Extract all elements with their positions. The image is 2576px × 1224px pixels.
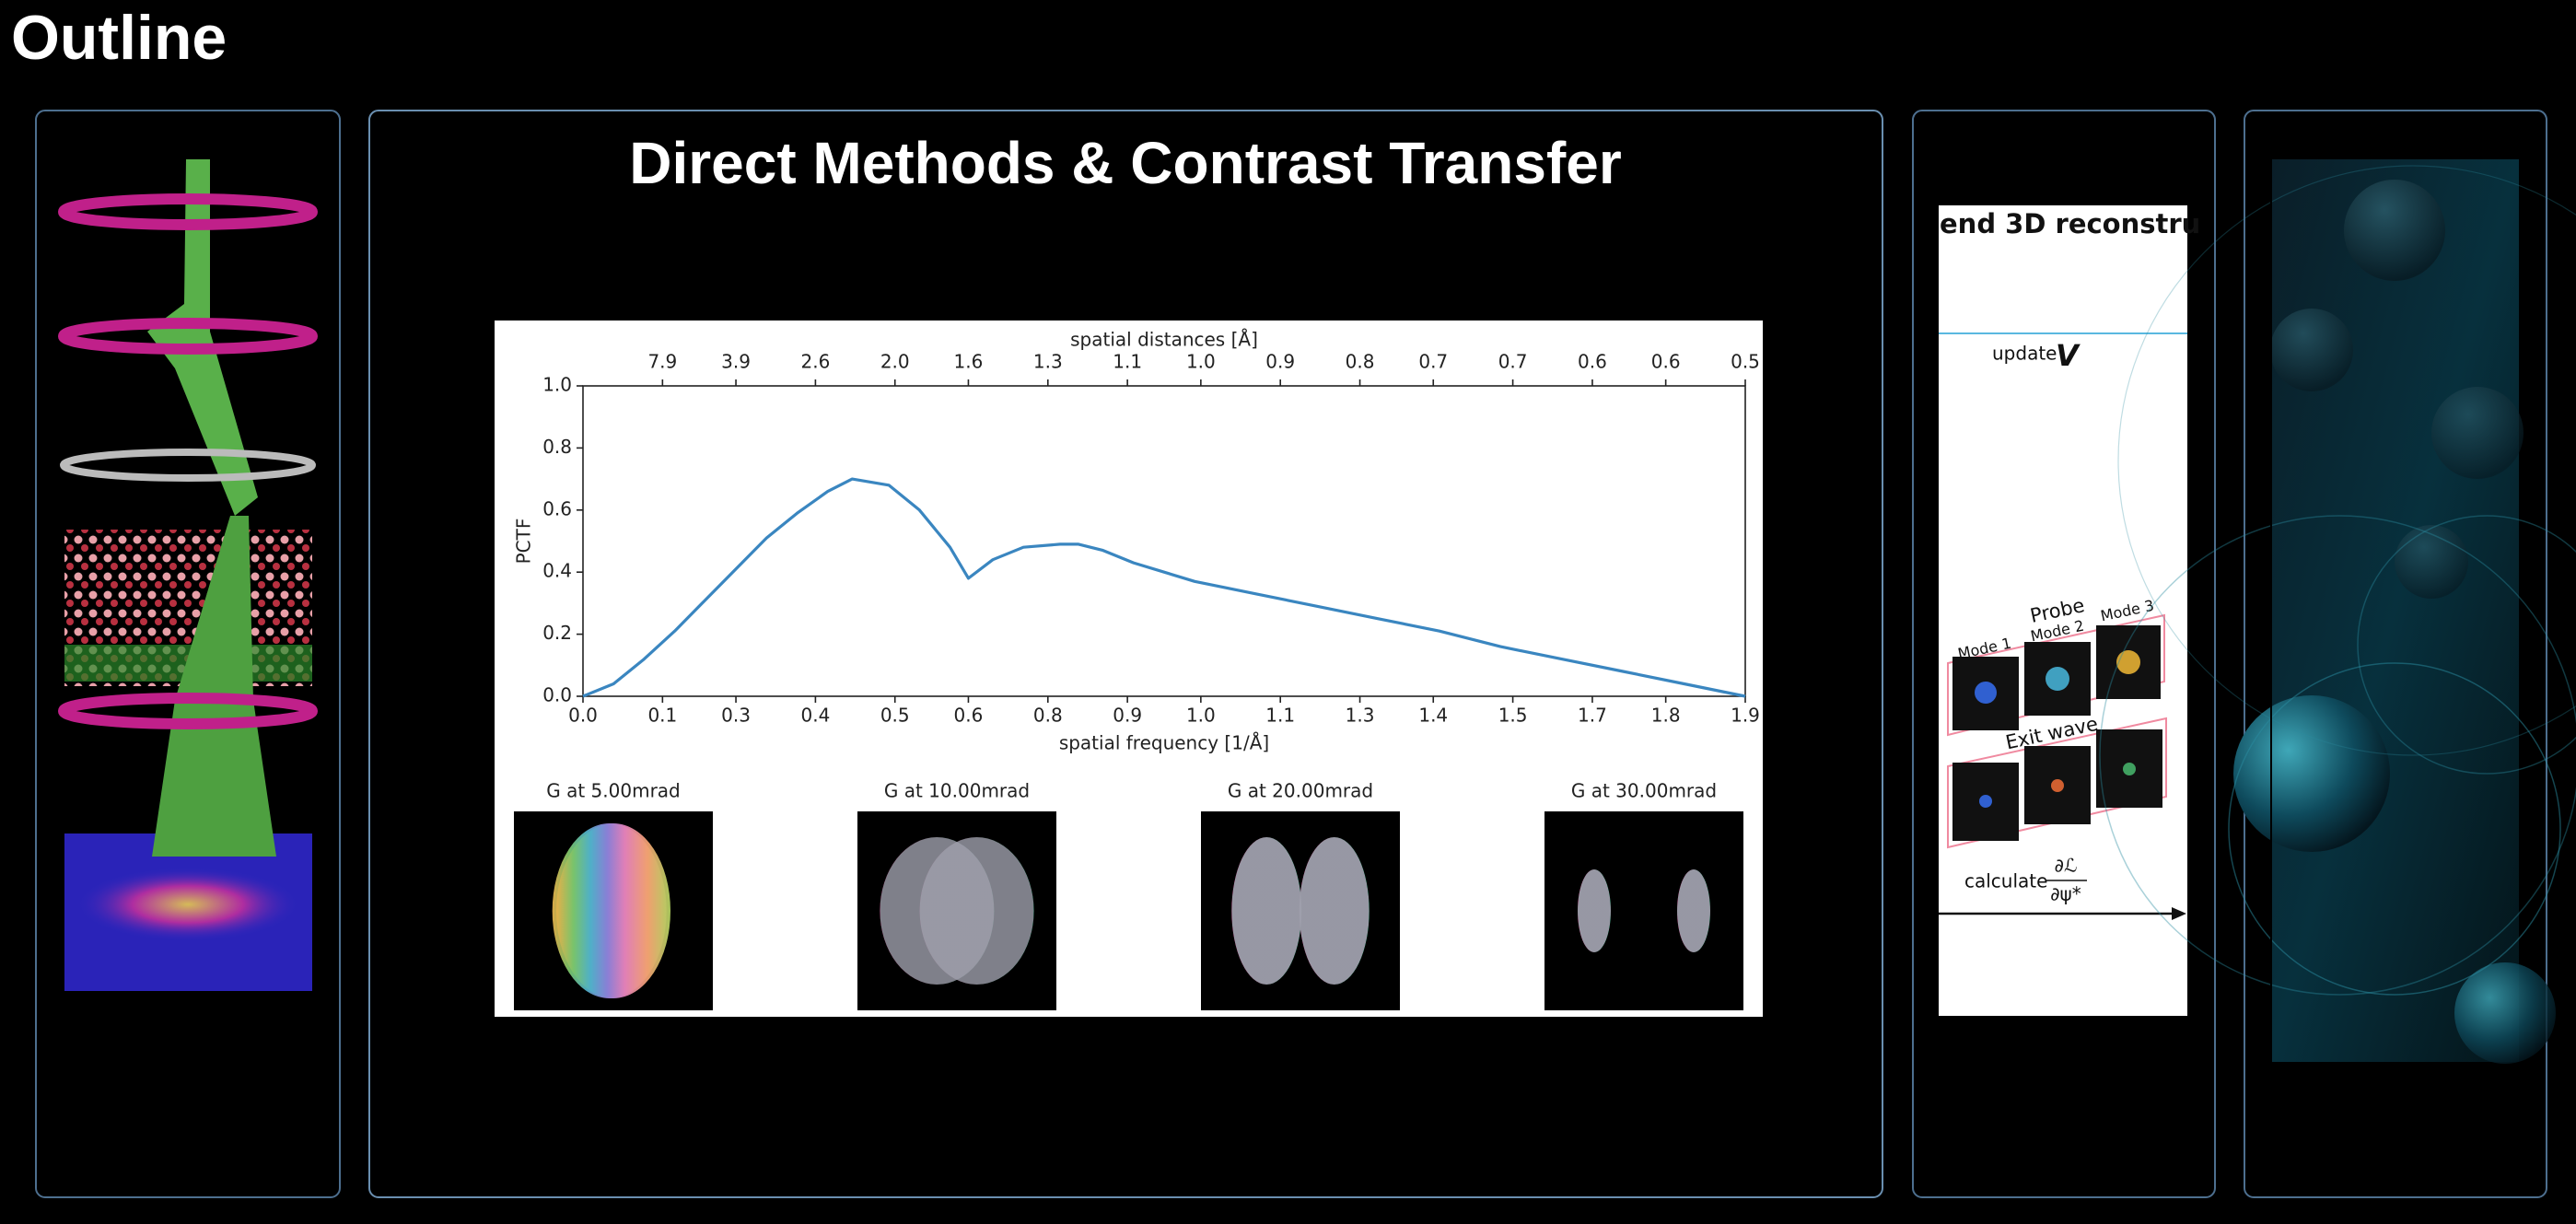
top-tick-label: 0.5 (1731, 351, 1760, 373)
panel-lobe (1578, 869, 1611, 952)
panel-lobe (1677, 869, 1710, 952)
y-tick-label: 0.4 (542, 560, 572, 582)
symbol: V (2056, 338, 2081, 373)
x-tick-label: 0.5 (880, 705, 910, 727)
x-tick-label: 0.1 (647, 705, 677, 727)
fraction-numerator: ∂ℒ (2055, 855, 2078, 877)
label: update (1992, 343, 2057, 365)
x-tick-label: 1.3 (1346, 705, 1375, 727)
x-tick-label: 1.4 (1418, 705, 1448, 727)
x-tick-label: 1.8 (1651, 705, 1681, 727)
x-tick-label: 0.3 (721, 705, 751, 727)
x-tick-label: 1.1 (1265, 705, 1295, 727)
x-tick-label: 1.5 (1498, 705, 1528, 727)
y-tick-label: 0.2 (542, 622, 572, 644)
panel-title: G at 30.00mrad (1571, 780, 1717, 802)
top-tick-label: 1.6 (954, 351, 984, 373)
top-tick-label: 0.6 (1651, 351, 1681, 373)
x-tick-label: 0.9 (1113, 705, 1142, 727)
slide-title: Direct Methods & Contrast Transfer (629, 130, 1622, 196)
panel-title: G at 10.00mrad (884, 780, 1030, 802)
y-tick-label: 0.6 (542, 497, 572, 519)
panel-lobe (919, 837, 1034, 985)
chart: 0.0 0.1 0.3 0.4 0.5 0.6 0.8 0.9 1.0 1.1 1.3 1.4 1.5 1… (513, 329, 1760, 1010)
illustration (58, 159, 318, 991)
panel-lobe (1299, 837, 1370, 985)
y-tick-label: 0.0 (542, 684, 572, 706)
y-axis-label: PCTF (513, 519, 535, 565)
y-tick-label: 0.8 (542, 436, 572, 458)
top-tick-label: 0.6 (1578, 351, 1607, 373)
panel-lobe (556, 823, 670, 998)
panel-title: G at 20.00mrad (1228, 780, 1373, 802)
top-tick-label: 7.9 (647, 351, 677, 373)
x-tick-label: 0.4 (800, 705, 830, 727)
top-tick-label: 2.0 (880, 351, 910, 373)
top-tick-label: 0.7 (1498, 351, 1528, 373)
top-tick-label: 1.3 (1033, 351, 1063, 373)
panel-title: G at 5.00mrad (546, 780, 681, 802)
top-tick-label: 0.9 (1265, 351, 1295, 373)
x-tick-label: 1.7 (1578, 705, 1607, 727)
top-tick-label: 1.1 (1113, 351, 1142, 373)
top-axis-label: spatial distances [Å] (1070, 329, 1258, 351)
figure-heading: end 3D reconstru (1940, 208, 2200, 239)
top-tick-label: 2.6 (800, 351, 830, 373)
x-tick-label: 0.6 (954, 705, 984, 727)
x-tick-label: 0.8 (1033, 705, 1063, 727)
page-title: Outline (11, 3, 227, 73)
top-tick-label: 0.8 (1346, 351, 1375, 373)
panel-lobe (1231, 837, 1302, 985)
x-axis-label: spatial frequency [1/Å] (1059, 732, 1269, 754)
top-tick-label: 0.7 (1418, 351, 1448, 373)
x-tick-label: 1.9 (1731, 705, 1760, 727)
x-tick-label: 1.0 (1186, 705, 1216, 727)
x-tick-label: 0.0 (568, 705, 598, 727)
top-tick-label: 1.0 (1186, 351, 1216, 373)
data-line (582, 477, 1746, 698)
plot-frame (582, 385, 1746, 697)
fraction-denominator: ∂ψ* (2050, 883, 2081, 905)
figure-crop: end 3D reconstru update V Probe Mode 1 M… (1939, 205, 2200, 1016)
illustration (2099, 159, 2576, 1064)
label: calculate (1964, 870, 2047, 892)
y-tick-label: 1.0 (542, 374, 572, 396)
panel-image (1544, 811, 1743, 1010)
top-tick-label: 3.9 (721, 351, 751, 373)
